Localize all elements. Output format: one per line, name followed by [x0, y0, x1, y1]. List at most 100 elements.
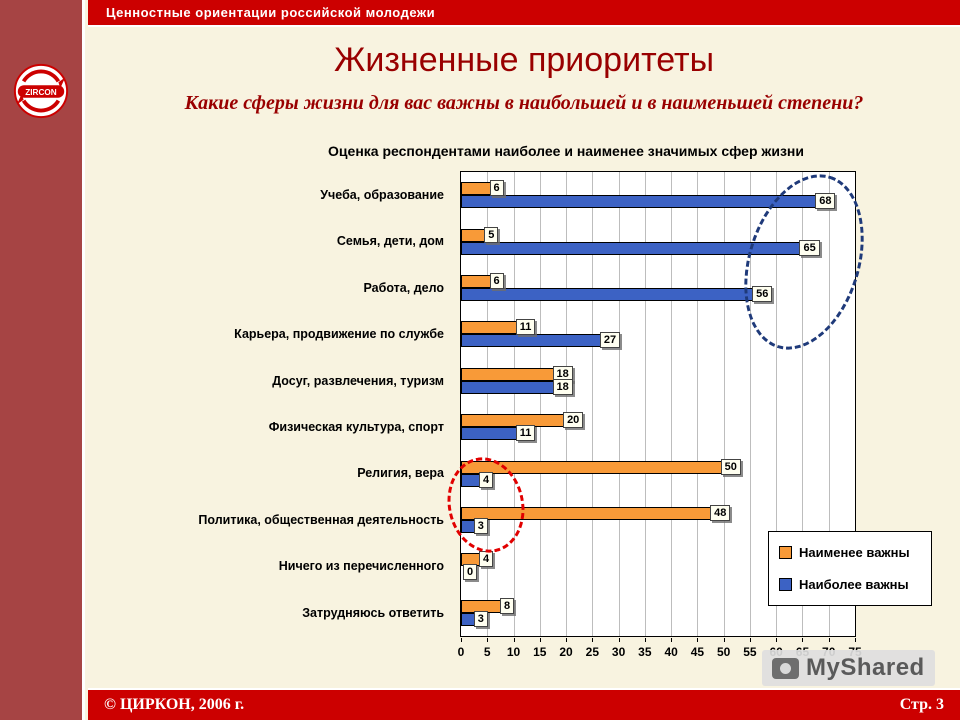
x-tick-label: 0: [457, 645, 465, 659]
watermark-text: MyShared: [806, 654, 925, 681]
bar-most-important: [461, 427, 519, 441]
camera-icon: [772, 657, 799, 679]
x-tick-mark: [539, 638, 541, 642]
header-bar: Ценностные ориентации российской молодеж…: [88, 0, 960, 27]
gridline: [513, 172, 515, 636]
x-tick-mark: [697, 638, 699, 642]
x-tick-label: 15: [533, 645, 547, 659]
gridline: [802, 172, 804, 636]
x-tick-mark: [618, 638, 620, 642]
x-tick-mark: [513, 638, 515, 642]
x-tick-label: 5: [483, 645, 491, 659]
bar-value-label: 0: [463, 564, 478, 581]
gridline: [749, 172, 751, 636]
x-tick-mark: [644, 638, 646, 642]
legend-item-most: Наиболее важны: [779, 577, 921, 592]
content: Жизненные приоритеты Какие сферы жизни д…: [88, 27, 960, 688]
x-tick-mark: [749, 638, 751, 642]
bar-value-label: 27: [599, 332, 621, 349]
bar-value-label: 68: [815, 193, 836, 210]
category-label: Досуг, развлечения, туризм: [272, 373, 444, 388]
bar-value-label: 5: [484, 226, 499, 243]
x-tick-mark: [802, 638, 804, 642]
bar-value-label: 4: [479, 471, 494, 488]
page-title: Жизненные приоритеты: [333, 41, 715, 79]
category-label: Ничего из перечисленного: [278, 559, 444, 574]
gridline: [487, 172, 489, 636]
category-label: Семья, дети, дом: [336, 234, 444, 249]
zircon-logo-icon: ZIRCON: [13, 63, 69, 119]
x-tick-mark: [671, 638, 673, 642]
legend-swatch-most-icon: [779, 578, 792, 591]
legend-label-most: Наиболее важны: [799, 577, 909, 592]
legend-swatch-least-icon: [779, 546, 792, 559]
legend: Наименее важны Наиболее важны: [768, 531, 932, 606]
bar-most-important: [461, 195, 819, 209]
footer-copyright: © ЦИРКОН, 2006 г.: [104, 696, 245, 713]
category-label: Политика, общественная деятельность: [198, 512, 444, 527]
zircon-logo: ZIRCON: [12, 62, 70, 125]
bar-value-label: 18: [552, 378, 573, 395]
x-tick-mark: [723, 638, 725, 642]
bar-most-important: [461, 334, 603, 348]
x-tick-mark: [487, 638, 489, 642]
gridline: [697, 172, 699, 636]
bar-value-label: 20: [563, 412, 584, 429]
category-label: Учеба, образование: [320, 188, 444, 202]
x-tick-label: 55: [743, 645, 757, 659]
x-tick-label: 30: [611, 645, 626, 659]
subtitle: Какие сферы жизни для вас важны в наибол…: [184, 92, 864, 114]
x-tick-label: 50: [716, 645, 731, 659]
x-tick-mark: [776, 638, 778, 642]
bar-value-label: 3: [473, 518, 488, 534]
gridline: [539, 172, 541, 636]
myshared-watermark: MyShared: [762, 650, 935, 686]
bar-value-label: 11: [515, 425, 536, 442]
bar-value-label: 48: [710, 505, 731, 521]
bar-value-label: 50: [720, 458, 741, 475]
bar-least-important: [461, 367, 556, 381]
bar-value-label: 56: [752, 286, 773, 302]
bar-value-label: 8: [500, 597, 515, 614]
gridline: [671, 172, 673, 636]
bar-least-important: [461, 321, 519, 335]
bar-value-label: 6: [489, 180, 504, 197]
bar-least-important: [461, 182, 493, 196]
bar-least-important: [461, 275, 493, 288]
gridline: [592, 172, 594, 636]
category-label: Работа, дело: [363, 280, 445, 295]
gridline: [644, 172, 646, 636]
footer-page-number: Стр. 3: [899, 696, 944, 713]
x-tick-label: 25: [585, 645, 600, 659]
x-tick-label: 20: [559, 645, 573, 659]
gridline: [618, 172, 620, 636]
bar-value-label: 11: [515, 319, 536, 336]
bar-most-important: [461, 380, 556, 394]
legend-label-least: Наименее важны: [799, 545, 910, 560]
gridline: [566, 172, 568, 636]
category-label: Затрудняюсь ответить: [302, 605, 444, 620]
chart: Оценка респондентами наиболее и наименее…: [96, 139, 932, 684]
x-tick-label: 35: [638, 645, 652, 659]
category-labels: Учеба, образование Семья, дети, дом Работа…: [96, 172, 452, 636]
bar-least-important: [461, 414, 567, 428]
plot-area: 6 68 5 65 6 56 11 27 18 18 20 11 50 4 48 3 4 0 8 3: [460, 171, 856, 637]
category-label: Карьера, продвижение по службе: [234, 327, 444, 342]
gridline: [776, 172, 778, 636]
header-title: Ценностные ориентации российской молодеж…: [106, 5, 436, 20]
category-label: Религия, вера: [357, 466, 444, 481]
bar-most-important: [461, 288, 756, 301]
footer-bar: © ЦИРКОН, 2006 г. Стр. 3: [88, 688, 960, 720]
x-tick-label: 10: [506, 645, 521, 659]
legend-item-least: Наименее важны: [779, 545, 921, 560]
category-label: Физическая культура, спорт: [268, 420, 444, 434]
x-tick-mark: [855, 638, 856, 642]
bar-value-label: 3: [473, 610, 488, 627]
gridline: [828, 172, 830, 636]
x-tick-label: 40: [664, 645, 678, 659]
gridline: [723, 172, 725, 636]
x-tick-mark: [566, 638, 568, 642]
x-tick-mark: [828, 638, 830, 642]
bar-value-label: 4: [479, 551, 494, 568]
